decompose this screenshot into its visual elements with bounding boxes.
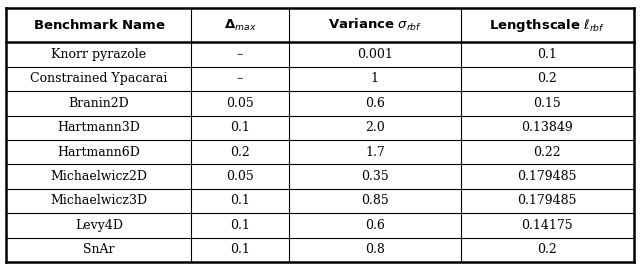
Text: 0.05: 0.05: [226, 97, 254, 110]
Text: 1: 1: [371, 72, 379, 85]
Text: 1.7: 1.7: [365, 146, 385, 159]
Text: 0.1: 0.1: [230, 121, 250, 134]
Text: 2.0: 2.0: [365, 121, 385, 134]
Text: Hartmann6D: Hartmann6D: [58, 146, 140, 159]
Text: $\mathbf{Variance}\ \sigma_{rbf}$: $\mathbf{Variance}\ \sigma_{rbf}$: [328, 17, 422, 33]
Text: 0.001: 0.001: [357, 48, 393, 61]
Text: Hartmann3D: Hartmann3D: [58, 121, 140, 134]
Text: Knorr pyrazole: Knorr pyrazole: [51, 48, 147, 61]
Text: 0.35: 0.35: [361, 170, 388, 183]
Text: 0.85: 0.85: [361, 194, 388, 207]
Text: 0.15: 0.15: [534, 97, 561, 110]
Text: Branin2D: Branin2D: [68, 97, 129, 110]
Text: 0.1: 0.1: [230, 194, 250, 207]
Text: 0.14175: 0.14175: [522, 219, 573, 232]
Text: 0.13849: 0.13849: [522, 121, 573, 134]
Text: Constrained Ypacarai: Constrained Ypacarai: [30, 72, 168, 85]
Text: 0.8: 0.8: [365, 243, 385, 256]
Text: 0.1: 0.1: [230, 243, 250, 256]
Text: 0.1: 0.1: [230, 219, 250, 232]
Text: Michaelwicz2D: Michaelwicz2D: [51, 170, 147, 183]
Text: 0.6: 0.6: [365, 219, 385, 232]
Text: 0.2: 0.2: [538, 243, 557, 256]
Text: Michaelwicz3D: Michaelwicz3D: [51, 194, 147, 207]
Text: Levy4D: Levy4D: [75, 219, 123, 232]
Text: 0.2: 0.2: [230, 146, 250, 159]
Text: –: –: [237, 72, 243, 85]
Text: $\mathbf{\Delta}_{max}$: $\mathbf{\Delta}_{max}$: [224, 18, 257, 33]
Text: 0.179485: 0.179485: [518, 194, 577, 207]
Text: $\mathbf{Benchmark\ Name}$: $\mathbf{Benchmark\ Name}$: [33, 18, 165, 32]
Text: $\mathbf{Lengthscale}\ \ell_{rbf}$: $\mathbf{Lengthscale}\ \ell_{rbf}$: [489, 17, 605, 34]
Text: SnAr: SnAr: [83, 243, 115, 256]
Text: 0.1: 0.1: [538, 48, 557, 61]
Text: 0.179485: 0.179485: [518, 170, 577, 183]
Text: –: –: [237, 48, 243, 61]
Text: 0.05: 0.05: [226, 170, 254, 183]
Text: 0.22: 0.22: [534, 146, 561, 159]
Text: 0.6: 0.6: [365, 97, 385, 110]
Text: 0.2: 0.2: [538, 72, 557, 85]
